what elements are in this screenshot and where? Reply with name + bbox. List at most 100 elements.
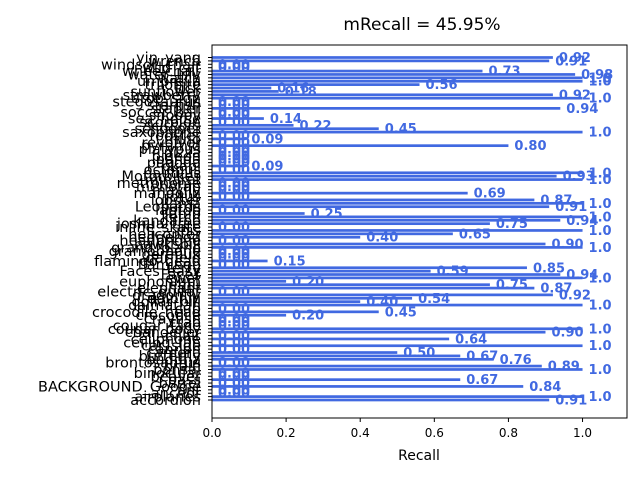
bar-dollar_bill — [212, 300, 361, 304]
category-label: cannon — [148, 342, 201, 358]
category-label: hawksbill — [134, 237, 201, 253]
category-label: flamingo_head — [94, 254, 201, 270]
category-label: garfield — [146, 251, 201, 267]
category-label: sunflower — [130, 84, 201, 100]
value-label: 0.76 — [500, 353, 532, 368]
bar-crocodile — [212, 313, 287, 317]
bar-scissors — [212, 123, 294, 127]
category-label: stegosaurus — [112, 95, 201, 111]
bar-sea_horse — [212, 117, 264, 120]
value-label: 0.67 — [466, 373, 498, 388]
bar-Motorbikes — [212, 174, 557, 178]
category-label: rooster — [149, 129, 201, 145]
value-label: 0.00 — [218, 377, 250, 392]
value-label: 0.00 — [218, 343, 250, 358]
bar-rhino — [212, 137, 246, 141]
axes-frame: 0.0 0.2 0.4 0.6 0.8 1.0 — [202, 44, 628, 440]
category-label: soccer_ball — [120, 105, 201, 121]
bar-mandolin — [212, 191, 468, 195]
category-label: dragonfly — [132, 288, 201, 304]
value-label: 0.73 — [488, 65, 520, 80]
category-label: wild_cat — [142, 61, 201, 77]
bar-nautilus — [212, 171, 583, 175]
category-label: beaver — [151, 369, 202, 385]
category-label: electric_guitar — [97, 284, 201, 300]
value-label: 0.94 — [566, 268, 598, 283]
category-label: schooner — [134, 122, 201, 138]
category-label: crab — [169, 315, 201, 331]
category-label: headphone — [119, 234, 201, 250]
value-label: 0.91 — [555, 200, 587, 215]
bar-stop_sign — [212, 96, 583, 100]
value-label: 0.00 — [218, 105, 250, 120]
bar-brain — [212, 364, 542, 368]
category-label: gerenuk — [142, 247, 202, 263]
category-label: crocodile_head — [92, 305, 201, 321]
category-label: butterfly — [139, 349, 202, 365]
bar-BACKGROUND_Google — [212, 385, 524, 388]
value-label: 1.0 — [589, 224, 612, 239]
value-label: 0.00 — [218, 180, 250, 195]
value-label: 0.00 — [218, 319, 250, 334]
category-label: Leopards — [135, 200, 201, 216]
bar-Faces — [212, 273, 561, 276]
category-label: cougar_face — [113, 318, 201, 334]
value-label: 0.92 — [559, 88, 591, 103]
category-label: laptop — [155, 203, 201, 219]
category-label: wrench — [148, 54, 201, 70]
value-label: 0.00 — [218, 302, 250, 317]
value-label: 0.00 — [218, 183, 250, 198]
bar-dalmatian — [212, 303, 583, 307]
category-label: strawberry — [123, 88, 202, 104]
bar-euphonium — [212, 279, 287, 283]
value-label: 0.00 — [218, 95, 250, 110]
category-label: grand_piano — [111, 240, 201, 256]
category-label: elephant — [137, 281, 201, 297]
value-label: 0.00 — [218, 204, 250, 219]
category-label: cellphone — [131, 332, 201, 348]
value-label: 1.0 — [589, 241, 612, 256]
category-label: flamingo — [138, 257, 202, 273]
value-label: 0.00 — [218, 251, 250, 266]
value-label: 0.00 — [218, 258, 250, 273]
category-label: ketch — [161, 210, 201, 226]
category-label: chandelier — [125, 325, 201, 341]
category-label: scorpion — [139, 115, 201, 131]
category-label: ant — [177, 383, 201, 399]
category-label: dolphin — [147, 291, 201, 307]
bar-llama — [212, 201, 583, 205]
bar-hedgehog — [212, 235, 361, 239]
value-label: 0.22 — [300, 119, 332, 134]
category-label: yin_yang — [136, 51, 201, 67]
value-label: 1.0 — [589, 363, 612, 378]
category-label: llama — [161, 196, 201, 212]
category-label: lotus — [166, 190, 201, 206]
value-label: 1.0 — [589, 166, 612, 181]
value-label: 0.94 — [566, 102, 598, 117]
bar-minaret — [212, 178, 583, 181]
bar-ferry — [212, 266, 527, 270]
bar-crocodile_head — [212, 310, 379, 314]
bar-ewer — [212, 276, 583, 280]
bar-stapler — [212, 107, 561, 110]
x-tick-label: 0.2 — [277, 426, 296, 440]
value-label: 0.00 — [218, 234, 250, 249]
value-label: 0.98 — [581, 68, 613, 83]
category-label: bass — [168, 373, 201, 389]
category-label: sea_horse — [128, 112, 201, 128]
value-label: 0.87 — [540, 282, 572, 297]
category-label: stop_sign — [132, 91, 201, 107]
value-label: 0.25 — [311, 207, 343, 222]
value-label: 0.15 — [274, 254, 306, 269]
category-label: ibis — [176, 223, 201, 239]
value-label: 0.67 — [466, 349, 498, 364]
category-label: nautilus — [143, 166, 201, 182]
bar-ketch — [212, 215, 583, 219]
category-label: camera — [146, 346, 201, 362]
value-label: 0.90 — [551, 326, 583, 341]
category-label: stapler — [151, 101, 201, 117]
value-label: 1.0 — [589, 71, 612, 86]
value-label: 0.00 — [218, 285, 250, 300]
bar-sunflower — [212, 90, 279, 93]
value-label: 0.00 — [218, 387, 250, 402]
